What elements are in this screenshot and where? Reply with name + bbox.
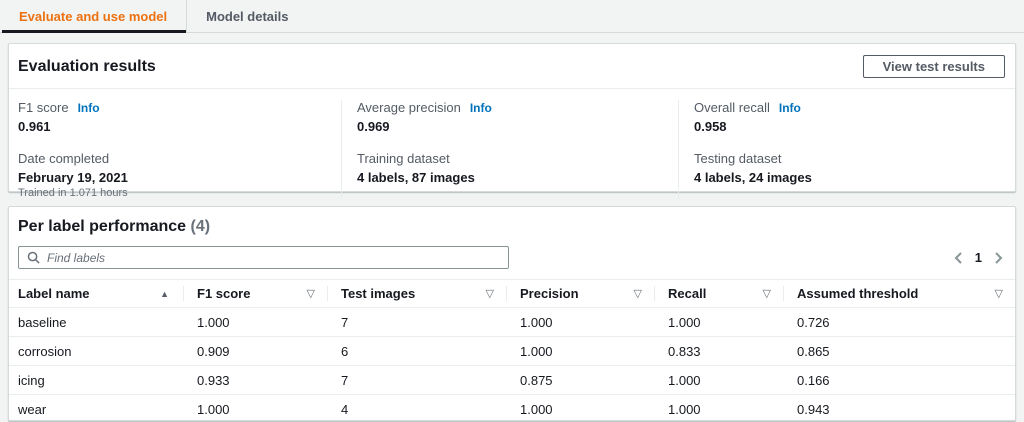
average-precision-value: 0.969 xyxy=(357,119,390,134)
overall-recall-value: 0.958 xyxy=(694,119,727,134)
pagination-prev-button[interactable] xyxy=(952,250,965,266)
precision-cell: 1.000 xyxy=(520,314,553,330)
precision-cell: 0.875 xyxy=(506,365,654,395)
pagination: 1 xyxy=(952,250,1005,266)
test-images-cell: 7 xyxy=(327,365,506,395)
find-labels-search[interactable] xyxy=(18,246,509,269)
assumed-threshold-cell: 0.726 xyxy=(797,314,830,330)
date-completed-label: Date completed xyxy=(18,151,110,166)
table-row[interactable]: wear 1.000 4 1.000 1.000 0.943 xyxy=(9,394,1015,422)
column-header-label-name[interactable]: Label name ▲ xyxy=(9,279,183,308)
precision-cell: 1.000 xyxy=(506,394,654,422)
filter-icon[interactable]: ▽ xyxy=(762,288,771,300)
per-label-performance-title: Per label performance (4) xyxy=(18,218,211,235)
f1-score-cell: 0.909 xyxy=(183,336,327,366)
test-images-cell: 7 xyxy=(341,314,349,330)
assumed-threshold-cell: 0.943 xyxy=(783,394,1015,422)
tab-evaluate-and-use-model[interactable]: Evaluate and use model xyxy=(0,0,187,33)
tab-bar: Evaluate and use model Model details xyxy=(0,0,1024,33)
overall-recall-label: Overall recall Info xyxy=(694,100,801,115)
test-images-cell: 6 xyxy=(327,336,506,366)
search-input[interactable] xyxy=(47,250,500,265)
search-icon xyxy=(27,251,40,264)
table-header-row: Label name ▲ F1 score ▽ Test images ▽ Preci… xyxy=(9,279,1015,308)
training-dataset-value: 4 labels, 87 images xyxy=(357,170,475,185)
testing-dataset-value: 4 labels, 24 images xyxy=(694,170,812,185)
evaluation-results-title: Evaluation results xyxy=(18,57,156,75)
column-header-recall[interactable]: Recall ▽ xyxy=(654,279,783,308)
tab-label: Model details xyxy=(206,8,289,24)
precision-cell: 1.000 xyxy=(506,336,654,366)
filter-icon[interactable]: ▽ xyxy=(485,288,494,300)
filter-icon[interactable]: ▽ xyxy=(994,288,1003,300)
date-completed-value: February 19, 2021 xyxy=(18,170,128,185)
assumed-threshold-cell: 0.865 xyxy=(783,336,1015,366)
pagination-next-button[interactable] xyxy=(992,250,1005,266)
training-duration: Trained in 1.071 hours xyxy=(18,187,128,199)
tab-model-details[interactable]: Model details xyxy=(186,0,307,32)
f1-score-cell: 1.000 xyxy=(197,314,230,330)
assumed-threshold-cell: 0.166 xyxy=(783,365,1015,395)
average-precision-label: Average precision Info xyxy=(357,100,492,115)
sort-ascending-icon[interactable]: ▲ xyxy=(160,288,169,299)
testing-dataset-label: Testing dataset xyxy=(694,151,782,166)
recall-cell: 1.000 xyxy=(654,394,783,422)
chevron-right-icon xyxy=(995,251,1003,264)
label-name-cell: icing xyxy=(9,365,183,395)
info-link[interactable]: Info xyxy=(469,101,492,115)
view-test-results-button[interactable]: View test results xyxy=(862,55,1005,78)
filter-icon[interactable]: ▽ xyxy=(633,288,642,300)
column-header-precision[interactable]: Precision ▽ xyxy=(506,279,654,308)
current-page-number[interactable]: 1 xyxy=(974,250,982,265)
info-link[interactable]: Info xyxy=(77,101,100,115)
f1-score-value: 0.961 xyxy=(18,119,51,134)
per-label-performance-card: Per label performance (4) 1 xyxy=(8,206,1016,422)
table-row[interactable]: baseline 1.000 7 1.000 1.000 0.726 xyxy=(9,308,1015,337)
label-name-cell: corrosion xyxy=(9,336,183,366)
table-tools-row: 1 xyxy=(9,244,1015,279)
evaluation-metrics-grid: F1 score Info 0.961 Date completed Februa… xyxy=(9,89,1015,199)
column-header-test-images[interactable]: Test images ▽ xyxy=(327,279,506,308)
label-name-cell: baseline xyxy=(18,314,67,330)
divider xyxy=(9,88,1015,89)
recall-cell: 1.000 xyxy=(654,365,783,395)
table-row[interactable]: corrosion 0.909 6 1.000 0.833 0.865 xyxy=(9,336,1015,366)
label-count: (4) xyxy=(190,218,211,235)
label-name-cell: wear xyxy=(9,394,183,422)
f1-score-cell: 1.000 xyxy=(183,394,327,422)
tab-label: Evaluate and use model xyxy=(19,8,168,24)
training-dataset-label: Training dataset xyxy=(357,151,450,166)
f1-score-label: F1 score Info xyxy=(18,100,100,115)
recall-cell: 1.000 xyxy=(668,314,701,330)
filter-icon[interactable]: ▽ xyxy=(306,288,315,300)
per-label-table: Label name ▲ F1 score ▽ Test images ▽ Preci… xyxy=(9,279,1015,422)
column-header-assumed-threshold[interactable]: Assumed threshold ▽ xyxy=(783,279,1015,308)
test-images-cell: 4 xyxy=(327,394,506,422)
chevron-left-icon xyxy=(954,251,962,264)
column-header-f1-score[interactable]: F1 score ▽ xyxy=(183,279,327,308)
table-row[interactable]: icing 0.933 7 0.875 1.000 0.166 xyxy=(9,365,1015,395)
evaluation-results-card: Evaluation results View test results F1 … xyxy=(8,43,1016,199)
recall-cell: 0.833 xyxy=(654,336,783,366)
f1-score-cell: 0.933 xyxy=(183,365,327,395)
info-link[interactable]: Info xyxy=(778,101,801,115)
